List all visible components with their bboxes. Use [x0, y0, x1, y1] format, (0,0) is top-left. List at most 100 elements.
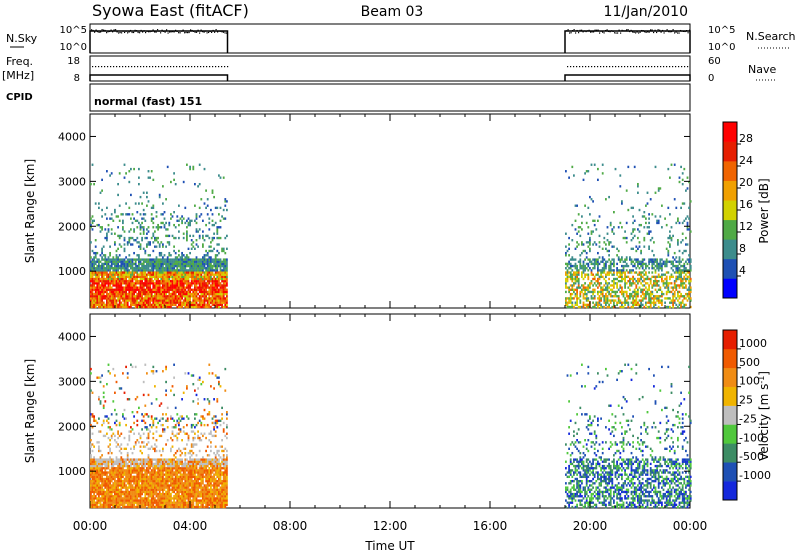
- heatmap-cell: [168, 241, 170, 243]
- heatmap-cell: [96, 286, 98, 288]
- heatmap-cell: [124, 463, 126, 465]
- heatmap-cell: [656, 282, 658, 284]
- nsearch-point: [154, 31, 155, 32]
- heatmap-cell: [186, 271, 188, 273]
- heatmap-cell: [154, 286, 156, 288]
- heatmap-cell: [127, 476, 129, 478]
- heatmap-cell: [136, 302, 138, 304]
- heatmap-cell: [186, 233, 188, 235]
- nsearch-point: [165, 32, 166, 33]
- heatmap-cell: [130, 482, 132, 484]
- heatmap-cell: [565, 267, 567, 269]
- heatmap-cell: [571, 302, 573, 304]
- heatmap-cell: [210, 261, 212, 263]
- heatmap-cell: [103, 280, 105, 282]
- heatmap-cell: [226, 289, 228, 291]
- heatmap-cell: [136, 493, 138, 495]
- heatmap-cell: [172, 271, 174, 273]
- heatmap-cell: [586, 267, 588, 269]
- heatmap-cell: [101, 269, 103, 271]
- nave-point: [209, 66, 210, 67]
- heatmap-cell: [132, 506, 134, 508]
- heatmap-cell: [650, 306, 652, 308]
- heatmap-cell: [589, 291, 591, 293]
- heatmap-cell: [138, 282, 140, 284]
- heatmap-cell: [197, 278, 199, 280]
- heatmap-cell: [112, 497, 114, 499]
- heatmap-cell: [140, 478, 142, 480]
- heatmap-cell: [93, 295, 95, 297]
- heatmap-cell: [202, 256, 204, 258]
- nsearch-point: [202, 31, 203, 32]
- heatmap-cell: [122, 278, 124, 280]
- nsearch-point: [174, 31, 175, 32]
- heatmap-cell: [218, 295, 220, 297]
- colorbar-segment: [723, 239, 737, 259]
- heatmap-cell: [208, 286, 210, 288]
- heatmap-cell: [191, 276, 193, 278]
- heatmap-cell: [212, 250, 214, 252]
- heatmap-cell: [599, 269, 601, 271]
- heatmap-cell: [143, 226, 145, 228]
- heatmap-cell: [120, 213, 122, 215]
- heatmap-cell: [108, 497, 110, 499]
- heatmap-cell: [159, 280, 161, 282]
- heatmap-cell: [192, 235, 194, 237]
- heatmap-cell: [125, 463, 127, 465]
- heatmap-cell: [103, 295, 105, 297]
- heatmap-cell: [125, 274, 127, 276]
- heatmap-cell: [671, 282, 673, 284]
- heatmap-cell: [204, 239, 206, 241]
- heatmap-cell: [658, 284, 660, 286]
- heatmap-cell: [226, 278, 228, 280]
- heatmap-cell: [96, 291, 98, 293]
- heatmap-cell: [120, 493, 122, 495]
- heatmap-cell: [132, 502, 134, 504]
- heatmap-cell: [120, 274, 122, 276]
- heatmap-cell: [138, 469, 140, 471]
- heatmap-cell: [213, 302, 215, 304]
- heatmap-cell: [210, 299, 212, 301]
- heatmap-cell: [90, 465, 92, 467]
- heatmap-cell: [199, 286, 201, 288]
- heatmap-cell: [143, 248, 145, 250]
- heatmap-cell: [98, 493, 100, 495]
- heatmap-cell: [651, 276, 653, 278]
- heatmap-cell: [207, 261, 209, 263]
- heatmap-cell: [95, 280, 97, 282]
- heatmap-cell: [200, 267, 202, 269]
- heatmap-cell: [221, 302, 223, 304]
- heatmap-cell: [651, 286, 653, 288]
- heatmap-cell: [669, 276, 671, 278]
- heatmap-cell: [117, 458, 119, 460]
- heatmap-cell: [573, 306, 575, 308]
- heatmap-cell: [576, 241, 578, 243]
- heatmap-cell: [128, 291, 130, 293]
- heatmap-cell: [157, 306, 159, 308]
- heatmap-cell: [98, 469, 100, 471]
- heatmap-cell: [186, 302, 188, 304]
- heatmap-cell: [136, 411, 138, 413]
- heatmap-cell: [130, 291, 132, 293]
- heatmap-cell: [146, 413, 148, 415]
- heatmap-cell: [95, 467, 97, 469]
- heatmap-cell: [173, 271, 175, 273]
- heatmap-cell: [197, 274, 199, 276]
- heatmap-cell: [95, 282, 97, 284]
- heatmap-cell: [168, 306, 170, 308]
- heatmap-cell: [90, 458, 92, 460]
- heatmap-cell: [117, 506, 119, 508]
- heatmap-cell: [221, 289, 223, 291]
- heatmap-cell: [178, 263, 180, 265]
- heatmap-cell: [151, 265, 153, 267]
- heatmap-cell: [93, 417, 95, 419]
- heatmap-cell: [122, 291, 124, 293]
- heatmap-cell: [143, 297, 145, 299]
- heatmap-cell: [583, 243, 585, 245]
- heatmap-cell: [667, 289, 669, 291]
- heatmap-cell: [100, 267, 102, 269]
- heatmap-cell: [184, 274, 186, 276]
- heatmap-cell: [220, 299, 222, 301]
- heatmap-cell: [112, 499, 114, 501]
- heatmap-cell: [645, 274, 647, 276]
